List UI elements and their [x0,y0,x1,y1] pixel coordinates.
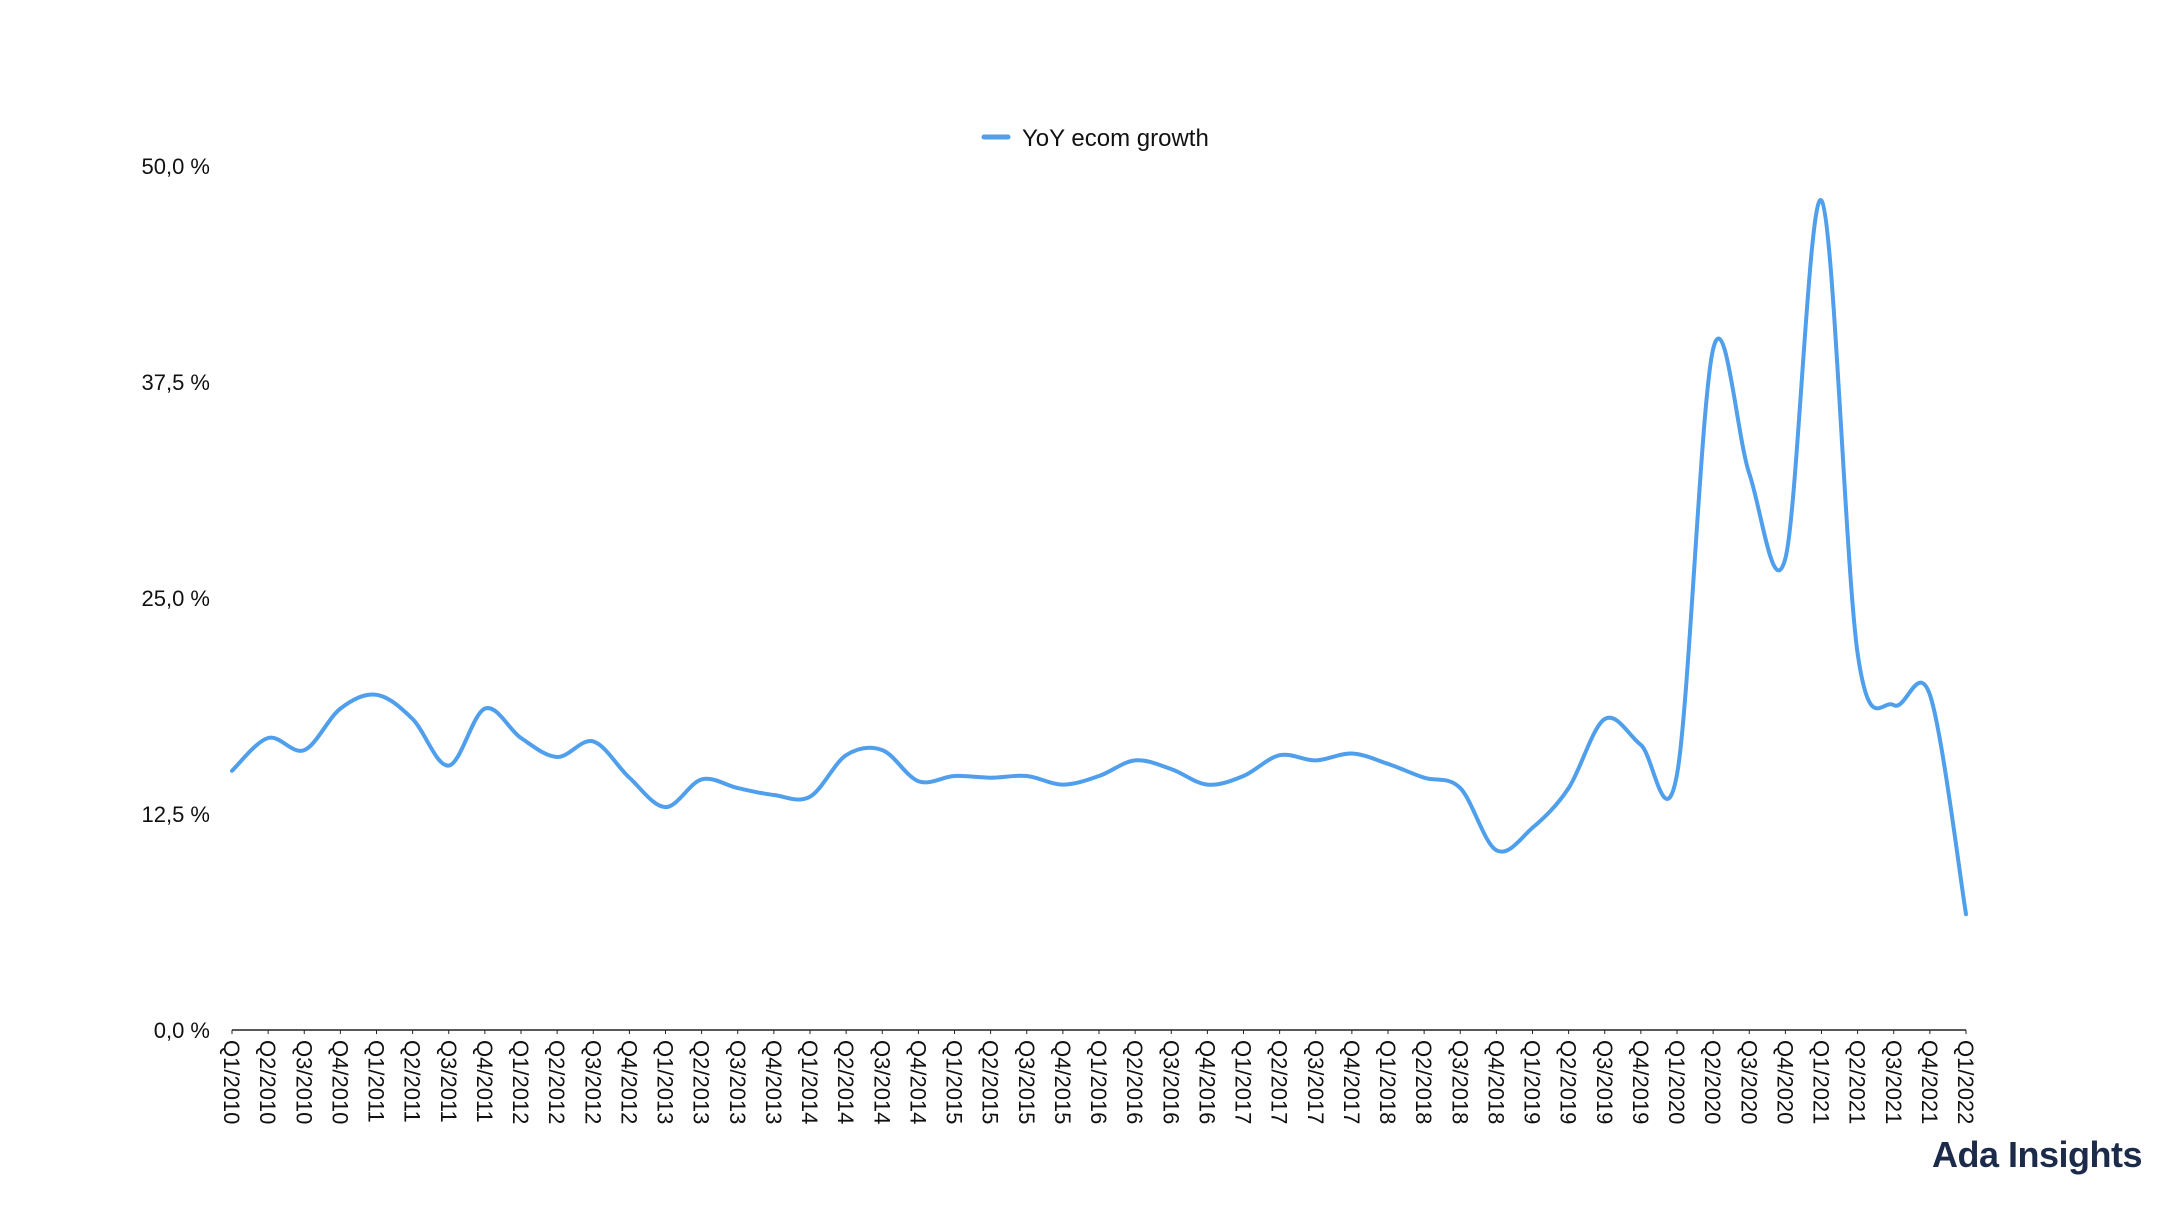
x-tick-label: Q4/2012 [616,1040,641,1124]
legend: YoY ecom growth [981,125,1209,152]
x-tick-label: Q3/2021 [1881,1040,1906,1124]
y-tick-label: 50,0 % [142,154,211,179]
x-tick-label: Q1/2016 [1086,1040,1111,1124]
y-tick-label: 37,5 % [142,370,211,395]
x-tick-label: Q1/2021 [1809,1040,1834,1124]
x-tick-label: Q4/2019 [1628,1040,1653,1124]
series-group [230,198,1968,917]
x-tick-label: Q2/2014 [833,1040,858,1124]
y-tick-label: 12,5 % [142,802,211,827]
y-tick-label: 0,0 % [154,1018,210,1043]
x-tick-label: Q3/2018 [1447,1040,1472,1124]
x-tick-label: Q1/2011 [364,1040,389,1123]
x-tick-label: Q3/2010 [291,1040,316,1124]
x-tick-label: Q1/2017 [1231,1040,1256,1124]
x-tick-label: Q1/2010 [219,1040,244,1124]
x-tick-label: Q2/2012 [544,1040,569,1124]
x-tick-label: Q1/2020 [1664,1040,1689,1124]
x-tick-label: Q4/2011 [472,1040,497,1123]
x-tick-label: Q3/2011 [436,1040,461,1123]
x-tick-label: Q2/2015 [978,1040,1003,1124]
x-tick-label: Q3/2016 [1158,1040,1183,1124]
x-tick-label: Q4/2018 [1483,1040,1508,1124]
x-tick-label: Q3/2020 [1736,1040,1761,1124]
x-tick-label: Q1/2015 [942,1040,967,1124]
x-tick-label: Q2/2021 [1845,1040,1870,1124]
x-tick-label: Q1/2013 [653,1040,678,1124]
x-tick-label: Q2/2019 [1556,1040,1581,1124]
x-tick-label: Q3/2015 [1014,1040,1039,1124]
x-tick-label: Q2/2020 [1700,1040,1725,1124]
x-tick-label: Q4/2017 [1339,1040,1364,1124]
x-tick-label: Q3/2019 [1592,1040,1617,1124]
x-tick-label: Q4/2020 [1772,1040,1797,1124]
x-tick-label: Q2/2010 [255,1040,280,1124]
x-tick-label: Q2/2011 [400,1040,425,1123]
y-axis: 0,0 % 12,5 % 25,0 % 37,5 % 50,0 % [142,154,211,1043]
x-tick-label: Q4/2014 [905,1040,930,1124]
x-axis: Q1/2010 Q2/2010 Q3/2010 Q4/2010 Q1/2011 Q2/20… [219,1029,1978,1124]
x-tick-label: Q1/2018 [1375,1040,1400,1124]
x-tick-label: Q1/2019 [1520,1040,1545,1124]
x-tick-label: Q3/2012 [580,1040,605,1124]
series-line [230,198,1968,917]
x-tick-label: Q2/2017 [1267,1040,1292,1124]
x-tick-label: Q3/2017 [1303,1040,1328,1124]
x-tick-label: Q4/2010 [327,1040,352,1124]
x-tick-label: Q4/2021 [1917,1040,1942,1124]
x-tick-label: Q2/2018 [1411,1040,1436,1124]
x-tick-label: Q1/2012 [508,1040,533,1124]
brand-logo-text: Ada Insights [1931,1134,2143,1175]
x-tick-label: Q3/2013 [725,1040,750,1124]
x-tick-label: Q1/2014 [797,1040,822,1124]
legend-label: YoY ecom growth [1022,125,1209,152]
x-tick-label: Q2/2013 [689,1040,714,1124]
x-tick-label: Q4/2013 [761,1040,786,1124]
x-tick-label: Q4/2016 [1194,1040,1219,1124]
x-tick-label: Q4/2015 [1050,1040,1075,1124]
x-tick-label: Q2/2016 [1122,1040,1147,1124]
x-tick-label: Q3/2014 [869,1040,894,1124]
y-tick-label: 25,0 % [142,586,211,611]
x-tick-label: Q1/2022 [1953,1040,1978,1124]
